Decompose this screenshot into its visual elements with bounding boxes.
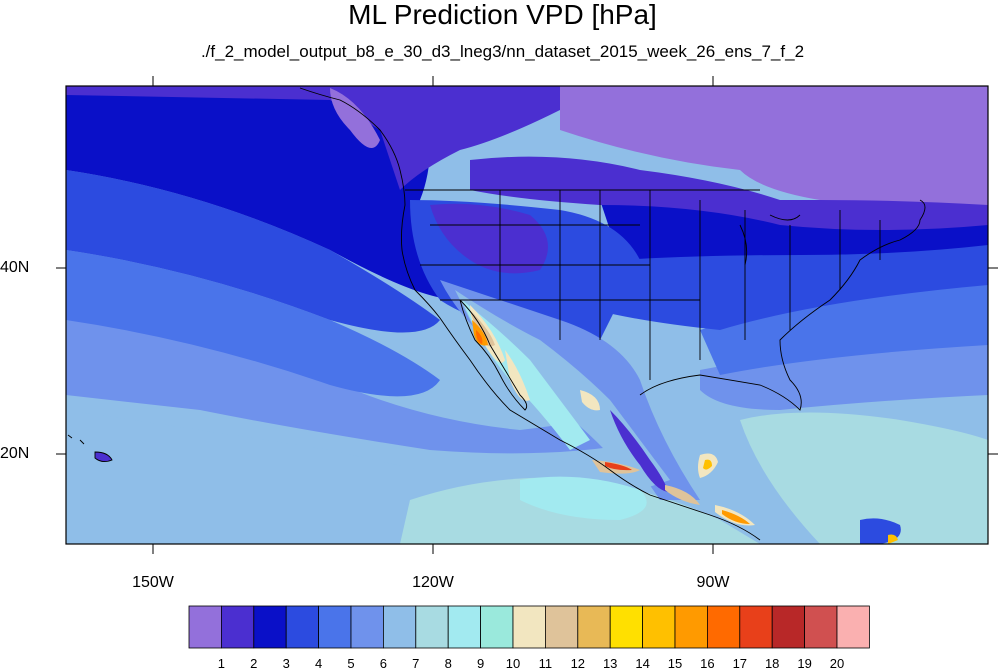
colorbar-tick-label: 1 bbox=[217, 656, 225, 671]
colorbar-tick-label: 5 bbox=[347, 656, 355, 671]
colorbar-swatch bbox=[415, 605, 449, 649]
colorbar-tick-label: 14 bbox=[635, 656, 650, 671]
colorbar-tick-label: 9 bbox=[476, 656, 485, 671]
colorbar-tick-label: 18 bbox=[764, 656, 780, 671]
page-subtitle: ./f_2_model_output_b8_e_30_d3_lneg3/nn_d… bbox=[200, 42, 805, 61]
colorbar-swatch bbox=[285, 605, 320, 649]
colorbar-swatch bbox=[350, 605, 384, 649]
colorbar-tick-label: 4 bbox=[314, 656, 323, 671]
colorbar-tick-label: 19 bbox=[797, 656, 812, 671]
lat-label-40n: 40N bbox=[0, 259, 30, 276]
colorbar-swatch bbox=[642, 605, 676, 649]
colorbar-tick-label: 20 bbox=[829, 656, 845, 671]
colorbar-tick-label: 3 bbox=[282, 656, 290, 671]
colorbar-tick-label: 2 bbox=[250, 656, 258, 671]
colorbar-tick-label: 17 bbox=[732, 656, 748, 671]
map-frame bbox=[65, 85, 989, 545]
colorbar-tick-label: 11 bbox=[538, 656, 553, 671]
colorbar-tick-label: 8 bbox=[444, 656, 452, 671]
colorbar-swatch bbox=[545, 605, 579, 649]
colorbar-tick-label: 6 bbox=[379, 656, 387, 671]
coastline-outline bbox=[67, 87, 926, 541]
lon-label-90w: 90W bbox=[696, 574, 730, 591]
colorbar-swatch bbox=[382, 605, 417, 649]
colorbar-swatch bbox=[577, 605, 611, 649]
lon-label-120w: 120W bbox=[412, 574, 454, 591]
colorbar-swatch bbox=[188, 605, 222, 649]
colorbar-tick-label: 15 bbox=[667, 656, 683, 671]
axis-ticks bbox=[56, 76, 998, 554]
colorbar-swatch bbox=[220, 605, 255, 649]
colorbar-swatch bbox=[771, 605, 806, 649]
colorbar-swatch bbox=[512, 605, 546, 649]
colorbar-tick-label: 16 bbox=[700, 656, 715, 671]
colorbar-tick-label: 10 bbox=[505, 656, 521, 671]
vpd-contour-field bbox=[66, 86, 988, 544]
colorbar-tick-label: 12 bbox=[570, 656, 586, 671]
colorbar-tick-label: 13 bbox=[602, 656, 618, 671]
colorbar-tick-label: 7 bbox=[412, 656, 420, 671]
colorbar-swatch bbox=[480, 605, 514, 649]
colorbar-swatch bbox=[609, 605, 644, 649]
colorbar-swatch bbox=[707, 605, 741, 649]
colorbar-swatch bbox=[447, 605, 482, 649]
colorbar-swatch bbox=[318, 605, 352, 649]
colorbar-swatch bbox=[836, 605, 870, 649]
colorbar-swatch bbox=[674, 605, 708, 649]
page-title: ML Prediction VPD [hPa] bbox=[348, 0, 657, 30]
lon-label-150w: 150W bbox=[132, 574, 174, 591]
colorbar-swatch bbox=[804, 605, 838, 649]
colorbar bbox=[188, 605, 870, 649]
lat-label-20n: 20N bbox=[0, 445, 30, 462]
colorbar-swatch bbox=[253, 605, 287, 649]
colorbar-swatch bbox=[739, 605, 773, 649]
